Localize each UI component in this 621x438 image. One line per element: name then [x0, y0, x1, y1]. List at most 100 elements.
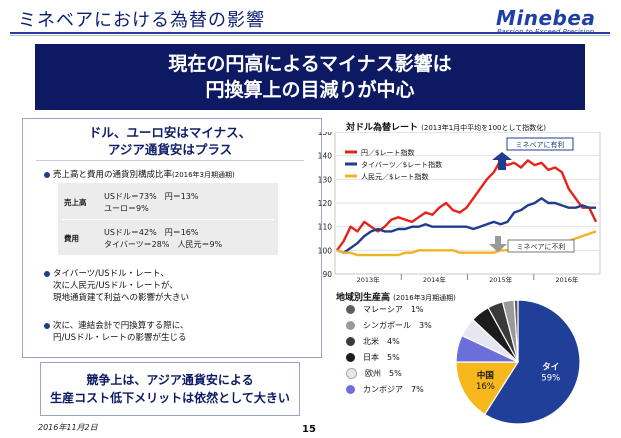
bullet-yen-translation-line-1: 次に、連結会計で円換算する際に、	[53, 321, 189, 331]
bullet-yen-translation-line-2: 円/USドル・レートの影響が生じる	[53, 333, 187, 343]
y-tick-label: 130	[318, 175, 333, 184]
fx-chart-subtitle: (2013年1月中平均を100として指数化)	[421, 124, 547, 132]
y-tick-label: 120	[318, 199, 333, 208]
annotation-unfavorable-box	[507, 239, 575, 253]
bullet-local-currency-line-3: 現地通貨建て利益への影響が大きい	[53, 293, 190, 303]
production-note: (2016年3月期通期)	[393, 294, 456, 302]
bullet-local-currency-line-1: タイバーツ/USドル・レート、	[53, 269, 169, 279]
annotation-favorable-box	[506, 137, 574, 151]
legend-region-pct: 7%	[403, 385, 424, 394]
pie-label-name: タイ	[542, 362, 559, 373]
bullet-currency-mix-note: (2016年3月期通期)	[172, 171, 235, 179]
legend-region-name: カンボジア	[363, 385, 403, 394]
fx-rate-chart: 150 140 130 120 110 100 90 2013年 2014年 2015年 2016…	[318, 132, 601, 284]
y-tick-label: 100	[318, 246, 333, 255]
x-tick-label: 2015年	[489, 275, 513, 284]
y-tick-label: 150	[318, 132, 333, 137]
x-tick-label: 2013年	[357, 275, 381, 284]
cost-values-line-1: USドル＝42% 円＝16%	[104, 228, 199, 237]
sales-label: 売上高	[64, 198, 87, 207]
legend-dot-icon	[346, 368, 357, 379]
annotation-unfavorable: ミネベアに不利	[489, 236, 575, 253]
footer-date: 2016年11月2日	[38, 423, 98, 432]
title-divider	[10, 32, 610, 34]
pie-slice	[455, 361, 520, 416]
bullet-dot-icon	[44, 322, 50, 329]
production-legend-item: 欧州 5%	[346, 368, 402, 379]
y-tick-label: 140	[318, 152, 333, 161]
annotation-favorable: ミネベアに有利	[492, 137, 574, 170]
panel-heading: ドル、ユーロ安はマイナス、 アジア通貨安はプラス	[36, 124, 304, 158]
production-legend-item: シンガポール 3%	[346, 320, 432, 331]
panel-heading-line-1: ドル、ユーロ安はマイナス、	[88, 125, 252, 140]
production-legend-item: 北米 4%	[346, 336, 400, 347]
company-logo: Minebea	[496, 6, 596, 30]
legend-region-name: シンガポール	[363, 321, 411, 330]
sales-values-line-1: USドル＝73% 円＝13%	[104, 192, 199, 201]
series-line-baht	[336, 197, 596, 254]
cost-values: USドル＝42% 円＝16% タイバーツ＝28% 人民元＝9%	[104, 227, 222, 251]
bullet-dot-icon	[44, 171, 50, 178]
fx-legend: 円／$レート指数 タイバーツ／$レート指数 人民元／$レート指数	[345, 148, 442, 181]
callout-line-2: 生産コスト低下メリットは依然として大きい	[50, 391, 290, 405]
sales-values: USドル＝73% 円＝13% ユーロ＝9%	[104, 191, 199, 215]
x-tick-label: 2016年	[555, 275, 579, 284]
legend-label-baht: タイバーツ／$レート指数	[361, 160, 442, 169]
fx-chart-title: 対ドル為替レート (2013年1月中平均を100として指数化)	[346, 120, 546, 133]
pie-slice	[513, 299, 519, 363]
banner-line-1: 現在の円高によるマイナス影響は	[168, 53, 452, 75]
annotation-unfavorable-text: ミネベアに不利	[517, 242, 566, 251]
bullet-local-currency: タイバーツ/USドル・レート、 次に人民元/USドル・レートが、 現地通貨建て利…	[44, 268, 189, 304]
legend-dot-icon	[346, 385, 355, 394]
bullet-dot-icon	[44, 270, 50, 277]
banner-line-2: 円換算上の目減りが中心	[205, 79, 415, 101]
legend-region-pct: 5%	[379, 353, 400, 362]
x-tick-label: 2014年	[423, 275, 447, 284]
cost-values-line-2: タイバーツ＝28% 人民元＝9%	[104, 240, 223, 249]
page-title: ミネベアにおける為替の影響	[18, 10, 265, 31]
callout-line-1: 競争上は、アジア通貨安による	[86, 373, 254, 387]
production-legend-item: マレーシア 1%	[346, 304, 424, 315]
legend-region-name: 北米	[363, 337, 379, 346]
panel-heading-line-2: アジア通貨安はプラス	[107, 142, 233, 157]
legend-label-yen: 円／$レート指数	[361, 148, 414, 157]
legend-dot-icon	[346, 305, 355, 314]
y-tick-label: 110	[318, 223, 333, 232]
pie-slice	[483, 299, 581, 425]
bullet-currency-mix: 売上高と費用の通貨別構成比率(2016年3月期通期)	[44, 168, 235, 180]
pie-label-name: 中国	[477, 370, 494, 381]
bullet-yen-translation: 次に、連結会計で円換算する際に、 円/USドル・レートの影響が生じる	[44, 320, 189, 344]
bullet-currency-mix-text: 売上高と費用の通貨別構成比率	[53, 170, 173, 180]
cost-label: 費用	[64, 234, 79, 243]
competitive-callout: 競争上は、アジア通貨安による 生産コスト低下メリットは依然として大きい	[40, 362, 300, 416]
legend-dot-icon	[346, 337, 355, 346]
page-number: 15	[302, 424, 316, 435]
legend-dot-icon	[346, 353, 355, 362]
table-row-divider	[62, 219, 274, 220]
currency-mix-table: 売上高 USドル＝73% 円＝13% ユーロ＝9% 費用 USドル＝42% 円＝…	[58, 183, 278, 255]
arrow-down-icon	[489, 236, 507, 252]
arrow-up-icon	[492, 152, 512, 170]
pie-label-pct: 59%	[541, 374, 560, 384]
legend-region-name: 日本	[363, 353, 379, 362]
legend-region-pct: 1%	[402, 305, 424, 314]
legend-region-pct: 4%	[379, 337, 400, 346]
legend-region-name: 欧州	[365, 369, 381, 378]
annotation-favorable-text: ミネベアに有利	[516, 140, 565, 149]
sales-values-line-2: ユーロ＝9%	[104, 204, 149, 213]
y-tick-label: 90	[322, 270, 332, 279]
legend-dot-icon	[346, 321, 355, 330]
production-title-text: 地域別生産高	[336, 293, 391, 303]
bullet-local-currency-line-2: 次に人民元/USドル・レートが、	[53, 281, 178, 291]
legend-region-pct: 5%	[381, 369, 402, 378]
fx-chart-title-text: 対ドル為替レート	[346, 123, 419, 133]
legend-region-pct: 3%	[411, 321, 432, 330]
legend-region-name: マレーシア	[363, 305, 403, 314]
production-legend-item: カンボジア 7%	[346, 384, 424, 395]
headline-banner: 現在の円高によるマイナス影響は 円換算上の目減りが中心	[35, 44, 585, 110]
title-divider-thin	[10, 35, 610, 36]
legend-label-yuan: 人民元／$レート指数	[361, 172, 428, 181]
panel-divider	[36, 160, 304, 161]
production-title: 地域別生産高 (2016年3月期通期)	[336, 290, 456, 303]
